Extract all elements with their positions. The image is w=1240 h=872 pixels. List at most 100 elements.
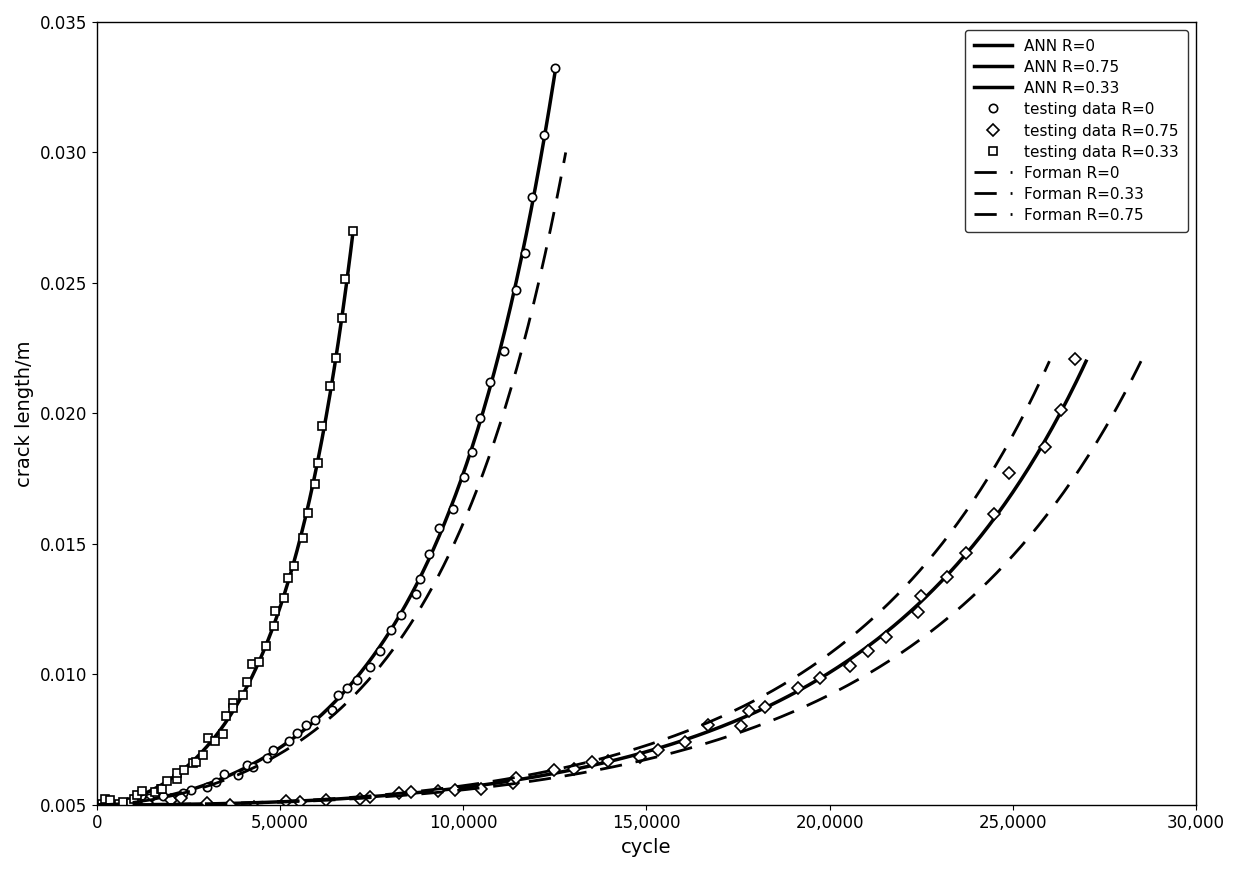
testing data R=0	[265, 745, 280, 755]
Forman R=0.75	[1133, 356, 1148, 366]
testing data R=0.75	[701, 720, 715, 731]
Forman R=0.33	[870, 609, 885, 619]
ANN R=0.75	[678, 734, 693, 745]
testing data R=0.75	[448, 785, 463, 795]
testing data R=0.75	[758, 702, 773, 712]
testing data R=0.75	[352, 794, 367, 805]
Forman R=0.75	[711, 734, 725, 745]
testing data R=0.33	[155, 784, 170, 794]
testing data R=0.33	[337, 274, 352, 284]
testing data R=0.33	[124, 797, 139, 807]
testing data R=0	[299, 720, 314, 731]
testing data R=0	[289, 728, 304, 739]
testing data R=0.33	[134, 786, 149, 796]
ANN R=0	[89, 800, 104, 810]
testing data R=0.33	[335, 313, 350, 324]
testing data R=0.33	[201, 733, 216, 744]
testing data R=0.33	[236, 690, 250, 700]
testing data R=0	[200, 781, 215, 792]
testing data R=0	[517, 248, 532, 258]
testing data R=0	[537, 130, 552, 140]
testing data R=0.75	[678, 737, 693, 747]
testing data R=0	[184, 785, 198, 795]
testing data R=0.75	[164, 795, 179, 806]
testing data R=0.75	[474, 783, 489, 794]
Forman R=0.75	[655, 751, 670, 761]
testing data R=0	[458, 472, 472, 482]
Forman R=0.33	[605, 751, 620, 761]
ANN R=0.33	[242, 677, 257, 687]
testing data R=0.33	[267, 621, 281, 631]
Forman R=0	[474, 473, 489, 484]
testing data R=0	[94, 799, 109, 809]
testing data R=0.75	[293, 797, 308, 807]
testing data R=0.75	[174, 794, 188, 804]
testing data R=0.75	[1053, 405, 1068, 415]
ANN R=0.33	[212, 725, 227, 735]
testing data R=0	[472, 412, 487, 423]
testing data R=0	[464, 446, 479, 457]
ANN R=0	[465, 442, 480, 453]
testing data R=0.75	[742, 706, 756, 717]
testing data R=0	[508, 284, 523, 295]
testing data R=0.33	[281, 573, 296, 583]
testing data R=0.33	[196, 750, 211, 760]
testing data R=0.33	[112, 799, 126, 809]
testing data R=0	[210, 777, 224, 787]
ANN R=0.33	[300, 506, 315, 516]
testing data R=0.75	[567, 764, 582, 774]
testing data R=0.75	[634, 752, 649, 762]
testing data R=0	[525, 192, 539, 202]
testing data R=0.33	[310, 458, 325, 468]
testing data R=0.75	[1001, 467, 1016, 478]
testing data R=0.75	[222, 800, 237, 810]
ANN R=0	[536, 136, 551, 146]
testing data R=0.75	[959, 548, 973, 558]
testing data R=0.33	[300, 508, 315, 518]
Forman R=0.33	[1042, 356, 1056, 366]
testing data R=0.75	[1068, 353, 1083, 364]
testing data R=0	[324, 705, 339, 716]
ANN R=0	[310, 713, 325, 724]
ANN R=0	[547, 69, 562, 79]
testing data R=0	[141, 794, 156, 804]
X-axis label: cycle: cycle	[621, 838, 672, 857]
Forman R=0.33	[542, 766, 557, 776]
testing data R=0	[340, 683, 355, 693]
testing data R=0	[217, 769, 232, 780]
ANN R=0	[337, 686, 352, 697]
testing data R=0.33	[154, 784, 169, 794]
testing data R=0.75	[506, 777, 521, 787]
testing data R=0	[482, 378, 497, 388]
testing data R=0.33	[98, 794, 113, 805]
testing data R=0	[156, 790, 171, 800]
testing data R=0.33	[258, 640, 273, 651]
testing data R=0	[281, 736, 296, 746]
ANN R=0	[362, 656, 377, 666]
testing data R=0.75	[734, 721, 749, 732]
testing data R=0.75	[1038, 442, 1053, 453]
testing data R=0	[412, 573, 427, 583]
ANN R=0.33	[228, 702, 243, 712]
testing data R=0.33	[185, 758, 200, 768]
testing data R=0.33	[252, 657, 267, 667]
testing data R=0.75	[279, 796, 294, 807]
testing data R=0.33	[329, 352, 343, 363]
ANN R=0.33	[211, 727, 226, 738]
testing data R=0	[165, 793, 180, 803]
testing data R=0	[408, 589, 423, 599]
testing data R=0.33	[115, 797, 130, 807]
testing data R=0.75	[987, 508, 1002, 519]
Line: ANN R=0.75: ANN R=0.75	[97, 361, 1086, 805]
testing data R=0.33	[207, 736, 222, 746]
testing data R=0.75	[584, 757, 599, 767]
ANN R=0.75	[625, 751, 640, 761]
testing data R=0	[383, 624, 398, 635]
testing data R=0.75	[140, 798, 155, 808]
ANN R=0.75	[89, 800, 104, 810]
testing data R=0.33	[346, 226, 361, 236]
testing data R=0.75	[200, 798, 215, 808]
testing data R=0.75	[911, 607, 926, 617]
testing data R=0.75	[319, 795, 334, 806]
testing data R=0	[422, 548, 436, 559]
